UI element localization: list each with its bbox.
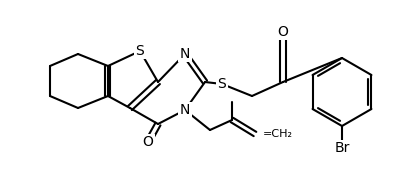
- Text: O: O: [277, 25, 288, 39]
- Text: N: N: [179, 103, 190, 117]
- Text: Br: Br: [333, 141, 349, 155]
- Text: S: S: [217, 77, 226, 91]
- Text: S: S: [135, 44, 144, 58]
- Text: N: N: [179, 47, 190, 61]
- Text: O: O: [142, 135, 153, 149]
- Text: =CH₂: =CH₂: [262, 129, 292, 139]
